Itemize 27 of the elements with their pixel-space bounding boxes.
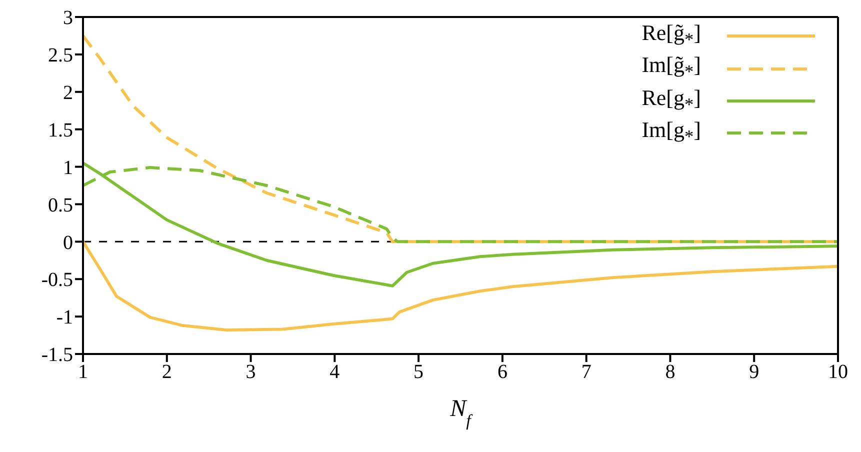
x-tick-label: 10	[828, 361, 848, 384]
y-tick-label: 3	[63, 7, 73, 30]
x-tick-label: 1	[78, 361, 88, 384]
y-tick-label: 1.5	[48, 119, 73, 142]
x-tick-label: 5	[414, 361, 424, 384]
y-tick-label: -1	[56, 306, 73, 329]
x-tick-label: 6	[497, 361, 508, 384]
x-tick-label: 7	[581, 361, 592, 384]
legend-label: Re[g̃$_{*}$]	[642, 20, 701, 52]
x-tick-label: 3	[246, 361, 256, 384]
y-tick-label: 2	[63, 82, 73, 104]
x-tick-label: 2	[162, 361, 172, 384]
x-tick-label: 4	[330, 361, 340, 384]
x-axis-title: N$_{f}$	[449, 396, 474, 430]
legend-label: Im[g̃$_{*}$]	[642, 52, 701, 84]
x-tick-label: 8	[665, 361, 676, 384]
line-series	[83, 240, 838, 332]
legend-label: Re[g$_{*}$]	[642, 84, 701, 116]
x-tick-label: 9	[749, 361, 760, 384]
y-tick-label: 0	[63, 232, 73, 254]
y-tick-label: 1	[63, 156, 73, 179]
line-series	[83, 162, 838, 288]
y-tick-label: -1.5	[41, 344, 73, 366]
legend-label: Im[g$_{*}$]	[642, 117, 701, 149]
y-tick-label: 0.5	[48, 194, 73, 216]
y-tick-label: -0.5	[41, 269, 73, 292]
y-tick-label: 2.5	[48, 44, 73, 67]
